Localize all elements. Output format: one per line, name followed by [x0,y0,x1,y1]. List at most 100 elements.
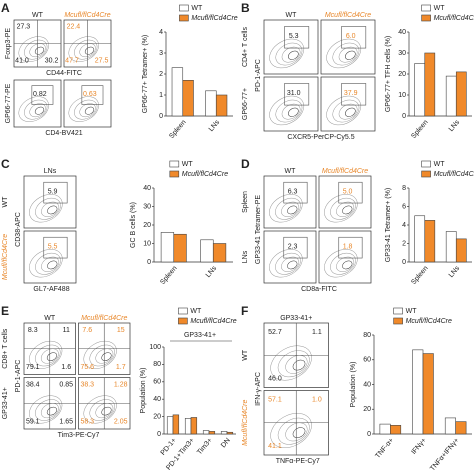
contour [326,38,362,69]
row-label: CD4+ T cells [242,27,249,68]
row-label: CD8+ T cells [2,328,9,369]
x-axis-label: CD44-FITC [46,70,82,77]
row-label: GP33-41+ [2,387,9,419]
y-tick-label: 20 [143,222,151,229]
x-tick-label: IFNγ+ [410,437,427,456]
legend-swatch [169,170,180,178]
legend-label: WT [406,308,418,315]
bar [172,414,180,435]
bar [200,239,214,263]
bar [412,349,424,435]
legend-swatch [393,317,403,325]
contour [79,103,96,118]
y-tick-label: 30 [143,203,151,210]
gate [81,85,104,105]
y-tick-label: 40 [143,185,151,192]
gate [284,83,310,106]
contour [336,256,355,272]
y-tick-label: 40 [398,29,406,36]
contour [95,403,114,419]
bar [220,431,228,435]
gate-percentage: 1.8 [343,243,353,250]
gate-percentage: 0.82 [33,91,47,98]
contour [41,256,60,272]
gate-percentage: 27.3 [17,23,31,30]
contour [269,95,305,126]
bar [422,353,434,435]
y-tick-label: 2 [159,71,163,78]
contour [330,252,356,275]
gate-percentage: 47.7 [65,57,79,64]
y-axis-label: Foxp3-PE [5,28,12,59]
y-axis-label: Population (%) [350,362,357,408]
gate-percentage: 75.6 [80,364,94,371]
legend-label: Mcufl/flCd4Cre [182,171,228,178]
contour [95,348,114,364]
gate-percentage: 38.4 [26,382,40,389]
bar [160,232,175,263]
legend-label: Mcufl/flCd4Cre [191,15,237,22]
gate-percentage: 0.85 [59,382,73,389]
gate-percentage: 8.3 [28,327,38,334]
contour [270,345,312,381]
bar [166,416,174,435]
bar [205,90,217,117]
y-axis-label: IFN-γ-APC [255,372,262,406]
legend-swatch [179,14,189,22]
y-tick-label: 0 [367,431,371,438]
contour [35,197,61,220]
contour [29,43,46,58]
contour [275,42,303,66]
column-label: Mcufl/flCd4Cre [322,168,368,175]
x-axis-label: CD8a-FITC [301,286,337,293]
bar [390,425,402,435]
panel-letter: E [1,304,9,318]
legend-label: WT [182,161,194,168]
gate-percentage: 1.0 [312,396,322,403]
y-tick-label: 80 [363,332,371,339]
y-tick-label: 4 [159,29,163,36]
gate [341,26,367,49]
contour [41,201,60,217]
contour [330,197,356,220]
y-tick-label: 8 [402,185,406,192]
contour [84,106,95,115]
bar [184,418,192,435]
y-axis-label: GP66-77-PE [5,83,12,123]
contour [29,249,63,278]
contour [332,42,360,66]
bar [414,63,426,117]
gate-percentage: 52.7 [268,329,282,336]
x-tick-label: Tim3+ [196,437,214,456]
contour [79,43,96,58]
column-label: GP33-41+ [280,315,312,322]
contour [287,205,298,215]
contour [40,348,59,364]
y-tick-label: 0 [402,113,406,120]
y-tick-label: 10 [398,92,406,99]
column-label: Mcufl/flCd4Cre [64,12,110,19]
y-tick-label: 60 [363,357,371,364]
contour [46,406,58,416]
gate-percentage: 1.65 [59,419,73,426]
gate-percentage: 11 [63,327,70,334]
gate-percentage: 79.1 [26,364,40,371]
contour [281,256,300,272]
legend-swatch [421,160,431,168]
gate [284,26,310,49]
contour [29,103,46,118]
x-tick-label: DN [220,437,232,449]
gate [283,181,308,204]
row-label: WT [2,196,9,208]
gate-percentage: 1.28 [114,382,128,389]
x-axis-label: GL7-AF488 [33,286,69,293]
gate [341,83,367,106]
contour [83,395,117,424]
gate-percentage: 0.63 [83,91,97,98]
contour [345,50,356,60]
contour [35,252,61,275]
x-axis-label: TNFα-PE-Cy7 [276,458,320,465]
panel-letter: B [241,1,250,15]
contour [40,403,59,419]
contour [281,103,301,120]
